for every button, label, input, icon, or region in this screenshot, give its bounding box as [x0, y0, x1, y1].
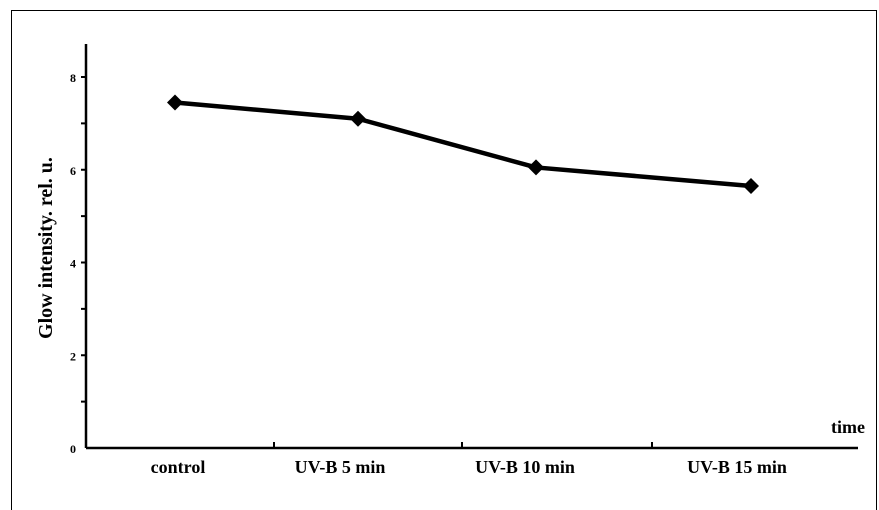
data-point-marker — [743, 177, 759, 194]
x-category-label: UV-B 10 min — [475, 457, 575, 477]
y-tick-label: 4 — [70, 257, 76, 271]
data-point-marker — [350, 110, 366, 127]
y-tick-label: 8 — [70, 71, 76, 85]
y-tick-label: 6 — [70, 164, 76, 178]
y-tick-label: 2 — [70, 349, 76, 363]
series-line — [174, 100, 752, 189]
x-category-label: UV-B 5 min — [295, 457, 386, 477]
y-axis-label: Glow intensity. rel. u. — [35, 157, 57, 339]
x-category-label: control — [151, 457, 206, 477]
data-point-marker — [528, 159, 544, 176]
data-point-marker — [167, 94, 183, 111]
y-tick-label: 0 — [70, 442, 76, 456]
x-axis-label: time — [831, 417, 865, 437]
x-category-label: UV-B 15 min — [687, 457, 787, 477]
chart-frame — [11, 10, 877, 510]
